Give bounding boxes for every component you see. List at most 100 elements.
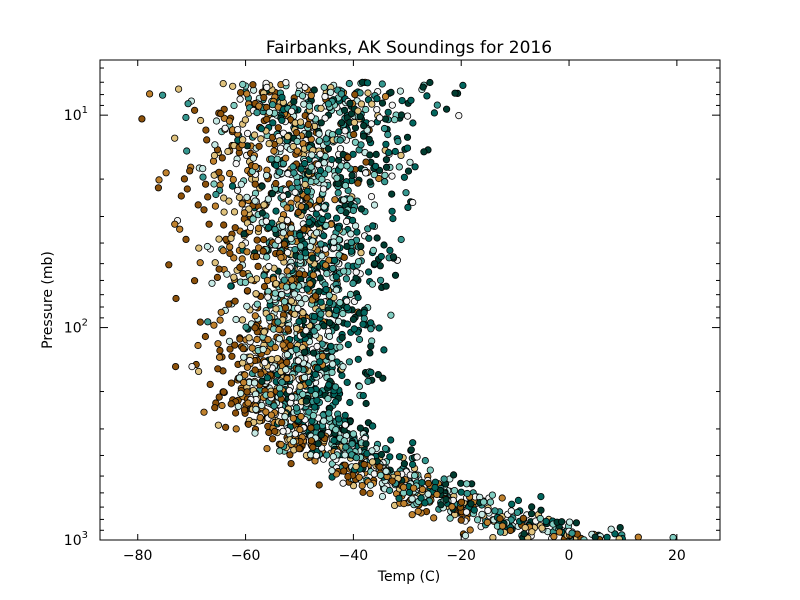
scatter-point bbox=[278, 290, 286, 299]
scatter-point bbox=[324, 165, 333, 173]
scatter-point bbox=[449, 471, 458, 479]
scatter-point bbox=[276, 137, 284, 145]
scatter-point bbox=[294, 365, 302, 373]
scatter-point bbox=[388, 477, 396, 485]
scatter-point bbox=[325, 291, 333, 299]
scatter-point bbox=[212, 190, 220, 199]
scatter-point bbox=[376, 463, 384, 471]
scatter-point bbox=[366, 349, 374, 357]
scatter-point bbox=[293, 195, 301, 203]
scatter-point bbox=[258, 401, 266, 409]
scatter-point bbox=[404, 203, 412, 211]
scatter-point bbox=[368, 100, 376, 108]
scatter-point bbox=[424, 490, 432, 498]
x-tick-label: −20 bbox=[446, 548, 476, 564]
scatter-point bbox=[367, 120, 375, 128]
scatter-point bbox=[348, 216, 357, 224]
x-tick-label: −80 bbox=[123, 548, 153, 564]
scatter-point bbox=[328, 156, 336, 164]
scatter-point bbox=[343, 297, 351, 305]
scatter-point bbox=[284, 249, 292, 257]
plot-frame bbox=[99, 59, 721, 541]
scatter-point bbox=[291, 310, 299, 318]
scatter-point bbox=[527, 510, 536, 518]
scatter-point bbox=[257, 125, 265, 133]
scatter-point bbox=[318, 252, 326, 260]
scatter-point bbox=[243, 287, 252, 295]
scatter-point bbox=[418, 478, 426, 487]
scatter-point bbox=[238, 255, 246, 263]
scatter-point bbox=[251, 197, 259, 205]
scatter-point bbox=[348, 171, 356, 179]
scatter-point bbox=[265, 108, 273, 116]
scatter-point bbox=[281, 304, 290, 312]
scatter-point bbox=[359, 320, 367, 328]
scatter-point bbox=[307, 113, 315, 121]
scatter-point bbox=[220, 221, 228, 229]
scatter-point bbox=[246, 356, 254, 365]
scatter-point bbox=[218, 154, 226, 162]
scatter-point bbox=[194, 201, 202, 209]
scatter-point bbox=[381, 93, 390, 101]
scatter-point bbox=[249, 154, 257, 162]
scatter-point bbox=[316, 358, 324, 366]
scatter-point bbox=[382, 163, 391, 171]
scatter-point bbox=[317, 310, 325, 318]
scatter-point bbox=[305, 102, 313, 110]
scatter-point bbox=[253, 236, 261, 244]
scatter-point bbox=[264, 195, 272, 203]
scatter-point bbox=[340, 253, 348, 261]
scatter-point bbox=[281, 413, 289, 421]
scatter-point bbox=[318, 175, 326, 183]
scatter-point bbox=[277, 253, 285, 262]
scatter-point bbox=[249, 81, 257, 89]
scatter-point bbox=[251, 131, 259, 139]
scatter-point bbox=[572, 519, 581, 527]
scatter-point bbox=[352, 462, 360, 471]
scatter-point bbox=[261, 358, 269, 367]
scatter-point bbox=[310, 327, 318, 335]
scatter-point bbox=[243, 90, 251, 98]
scatter-point bbox=[289, 414, 297, 422]
scatter-point bbox=[346, 290, 355, 298]
scatter-point bbox=[215, 235, 223, 243]
scatter-point bbox=[257, 370, 265, 378]
scatter-point bbox=[260, 328, 268, 336]
scatter-point bbox=[295, 445, 303, 453]
scatter-point bbox=[354, 107, 362, 115]
scatter-point bbox=[342, 443, 350, 451]
scatter-point bbox=[226, 345, 234, 353]
scatter-point bbox=[235, 193, 243, 201]
scatter-point bbox=[194, 341, 202, 350]
scatter-point bbox=[215, 393, 223, 401]
scatter-point bbox=[344, 472, 352, 481]
scatter-point bbox=[318, 352, 327, 360]
scatter-point bbox=[284, 170, 292, 178]
scatter-point bbox=[330, 238, 338, 246]
scatter-point bbox=[381, 444, 390, 453]
scatter-point bbox=[324, 145, 332, 153]
scatter-point bbox=[211, 404, 219, 412]
scatter-point bbox=[302, 326, 310, 335]
scatter-point bbox=[362, 158, 370, 166]
scatter-point bbox=[283, 350, 291, 359]
scatter-point bbox=[309, 271, 317, 279]
scatter-point bbox=[234, 402, 242, 410]
scatter-point bbox=[237, 89, 245, 97]
scatter-point bbox=[289, 163, 297, 171]
scatter-point bbox=[214, 365, 222, 373]
scatter-point bbox=[408, 460, 417, 469]
scatter-point bbox=[262, 217, 270, 225]
scatter-point bbox=[254, 262, 262, 270]
scatter-point bbox=[252, 405, 260, 413]
scatter-point bbox=[326, 88, 335, 96]
scatter-point bbox=[634, 533, 642, 540]
scatter-point bbox=[403, 112, 412, 120]
scatter-point bbox=[301, 159, 309, 168]
scatter-point bbox=[201, 332, 209, 341]
scatter-point bbox=[212, 117, 221, 125]
scatter-point bbox=[183, 147, 191, 155]
scatter-point bbox=[315, 137, 323, 145]
scatter-point bbox=[370, 470, 378, 478]
scatter-point bbox=[291, 246, 299, 254]
